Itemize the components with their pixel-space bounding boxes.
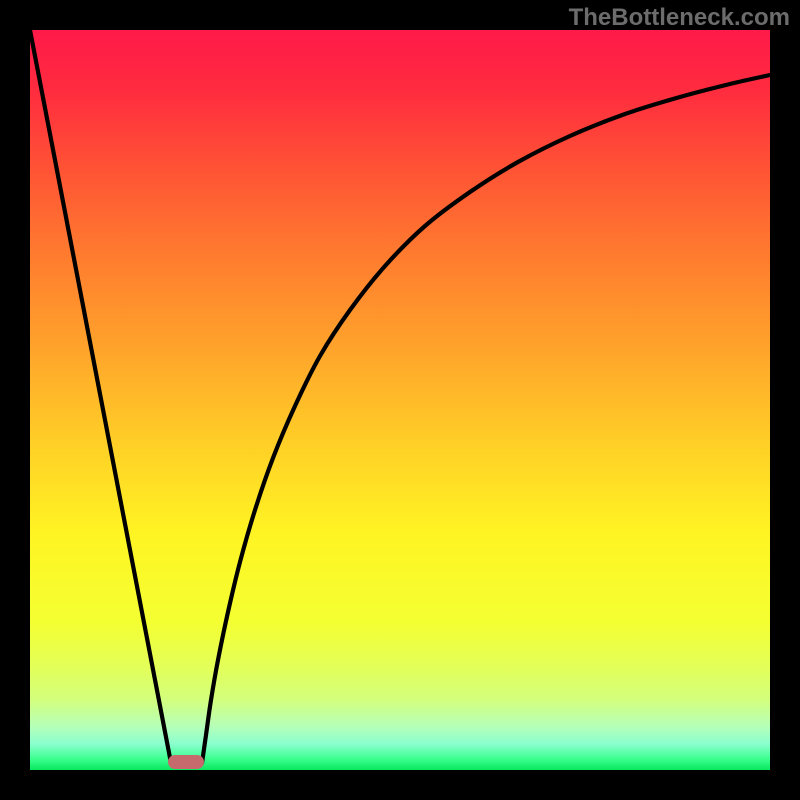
watermark-text: TheBottleneck.com — [569, 4, 790, 32]
marker-layer — [30, 30, 770, 770]
minimum-marker — [168, 755, 204, 769]
plot-area — [30, 30, 770, 770]
chart-container: TheBottleneck.com — [0, 0, 800, 800]
